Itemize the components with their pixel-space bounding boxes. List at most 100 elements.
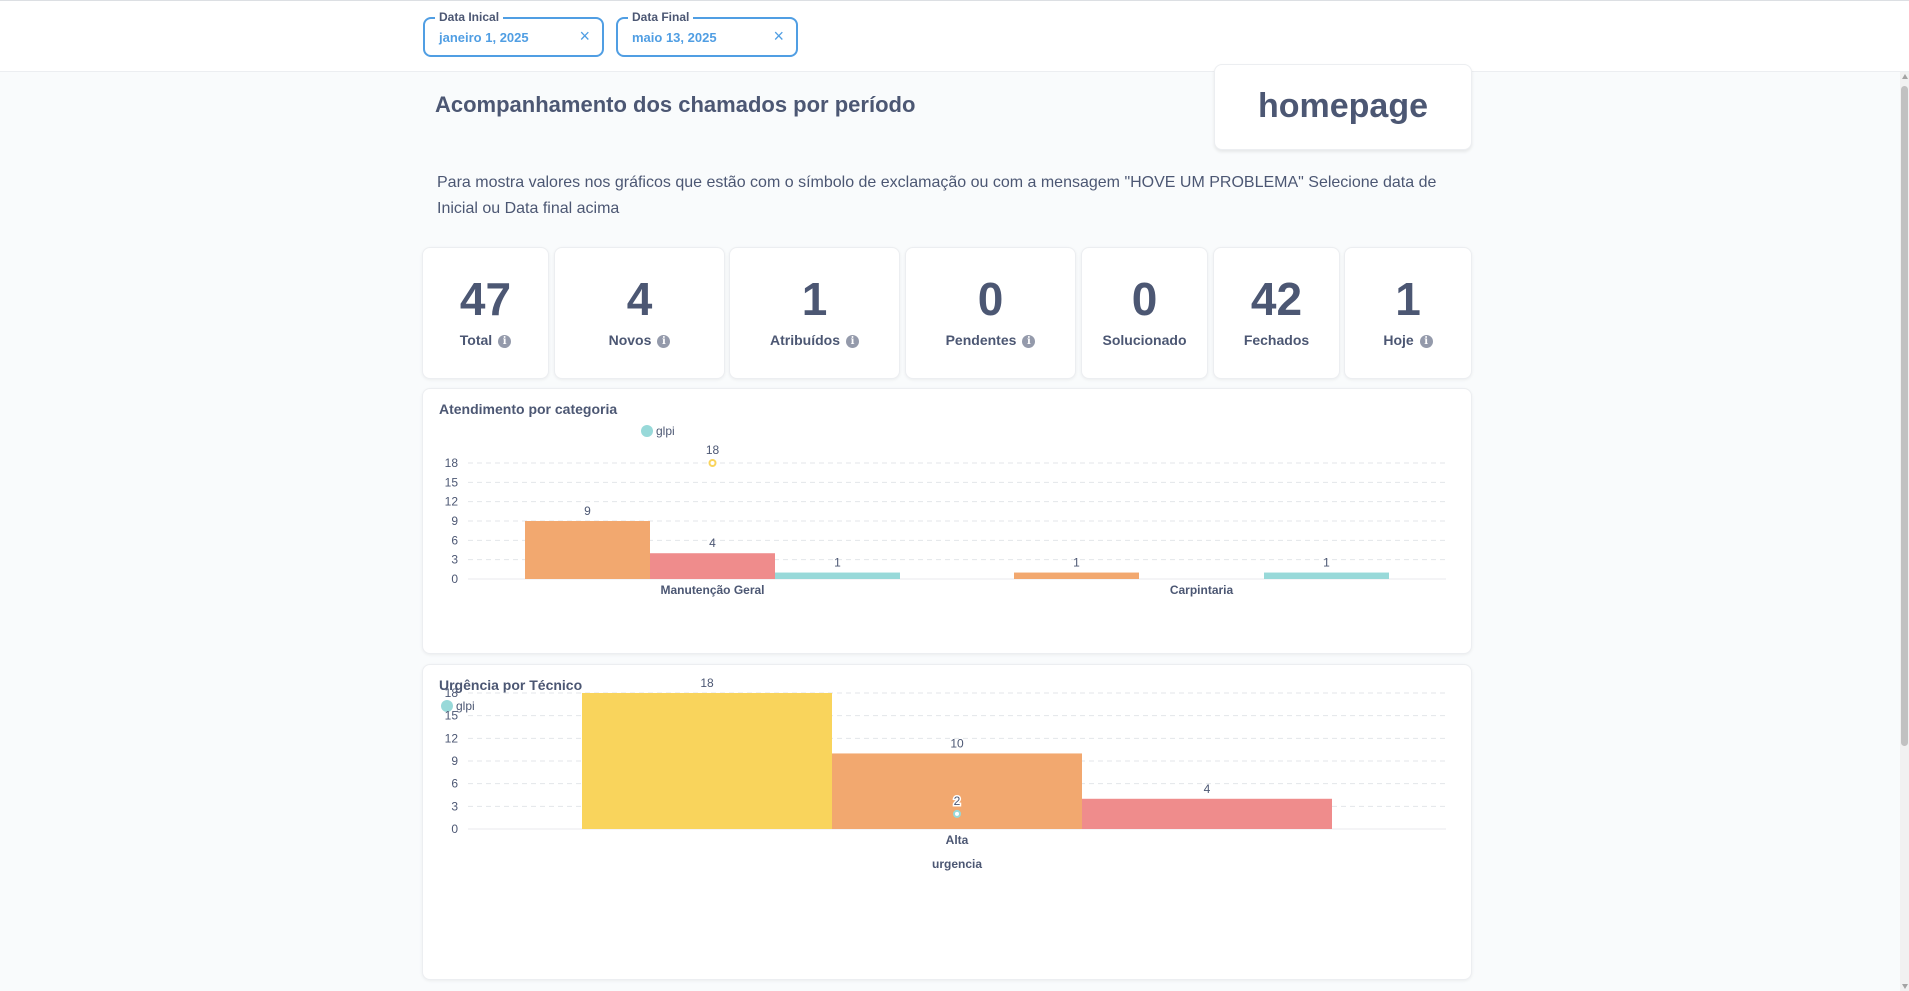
stat-label: Pendentes i [906, 332, 1075, 348]
x-tick-label: Manutenção Geral [660, 583, 764, 597]
end-date-value[interactable]: maio 13, 2025 [632, 30, 717, 45]
end-date-field[interactable]: Data Final maio 13, 2025 × [616, 10, 798, 57]
stat-label: Novos i [555, 332, 724, 348]
end-date-label: Data Final [628, 10, 694, 24]
bar [650, 553, 775, 579]
category-chart: 0 3 6 9 12 15 18 9 4 1 Manutenção Geral 18 1 1 Carpint… [445, 442, 1446, 597]
y-tick-label: 15 [445, 709, 459, 723]
stat-card-fechados: 42 Fechados [1213, 247, 1340, 379]
data-label: 10 [950, 736, 964, 750]
stat-value: 0 [977, 273, 1004, 325]
scrollbar[interactable] [1900, 72, 1909, 991]
legend-dot [641, 425, 653, 437]
stat-value: 42 [1250, 273, 1303, 325]
y-tick-label: 6 [451, 777, 458, 791]
y-tick-label: 12 [445, 731, 459, 745]
x-tick-label: Alta [946, 833, 969, 847]
y-tick-label: 0 [451, 572, 458, 586]
info-icon[interactable]: i [498, 334, 512, 348]
data-label: 18 [700, 676, 714, 690]
bar [582, 693, 832, 829]
homepage-label: homepage [1257, 87, 1429, 125]
urgency-chart-title: Urgência por Técnico [439, 677, 583, 693]
bar [1014, 572, 1139, 579]
stat-label: Total i [423, 332, 548, 348]
stat-label-text: Novos [608, 332, 652, 348]
stat-card-pendentes: 0 Pendentes i [905, 247, 1076, 379]
y-tick-label: 6 [451, 533, 458, 547]
category-chart-title: Atendimento por categoria [439, 401, 618, 417]
category-chart-card: Atendimento por categoria glpi 0 3 6 9 12 15 1… [422, 388, 1472, 654]
point-label: 2 [954, 794, 961, 808]
bar [1264, 572, 1389, 579]
data-label: 4 [1204, 782, 1211, 796]
dashboard-canvas: Acompanhamento dos chamados por período … [0, 64, 1900, 991]
stat-card-total: 47 Total i [422, 247, 549, 379]
stat-label: Atribuídos i [730, 332, 899, 348]
y-tick-label: 9 [451, 754, 458, 768]
start-date-label: Data Inical [435, 10, 504, 24]
point-marker [708, 459, 717, 467]
stat-label: Fechados [1214, 332, 1339, 348]
start-date-field[interactable]: Data Inical janeiro 1, 2025 × [423, 10, 604, 57]
legend-label: glpi [456, 699, 475, 713]
y-tick-label: 15 [445, 475, 459, 489]
stat-card-atribuídos: 1 Atribuídos i [729, 247, 900, 379]
info-icon[interactable]: i [846, 334, 859, 348]
point-label: 18 [706, 443, 720, 457]
filter-bar: Data Inical janeiro 1, 2025 × Data Final… [0, 0, 1909, 72]
stat-label-text: Solucionado [1102, 332, 1187, 348]
y-tick-label: 12 [445, 495, 459, 509]
y-tick-label: 18 [445, 456, 459, 470]
scroll-up-icon[interactable] [1902, 74, 1908, 79]
urgency-chart-card: Urgência por Técnico glpi 0 3 6 9 12 15 18 18 10… [422, 664, 1472, 980]
clear-start-date-icon[interactable]: × [579, 26, 590, 46]
clear-end-date-icon[interactable]: × [773, 26, 784, 46]
stat-value: 4 [626, 273, 653, 325]
y-tick-label: 0 [451, 822, 458, 836]
stat-label-text: Atribuídos [770, 332, 840, 348]
info-icon[interactable]: i [657, 334, 671, 348]
stat-card-novos: 4 Novos i [554, 247, 725, 379]
stat-label-text: Total [459, 332, 493, 348]
data-label: 1 [1323, 556, 1330, 570]
start-date-value[interactable]: janeiro 1, 2025 [439, 30, 529, 45]
y-tick-label: 9 [451, 514, 458, 528]
bar [775, 572, 900, 579]
y-tick-label: 3 [451, 799, 458, 813]
data-label: 1 [1073, 556, 1080, 570]
data-label: 9 [584, 504, 591, 518]
stat-label: Hoje i [1345, 332, 1471, 348]
y-tick-label: 18 [445, 686, 459, 700]
description-text: Para mostra valores nos gráficos que est… [437, 174, 1437, 217]
stat-label-text: Hoje [1383, 332, 1414, 348]
stat-value: 0 [1131, 273, 1158, 325]
page-title: Acompanhamento dos chamados por período [435, 92, 916, 117]
bar [525, 521, 650, 579]
urgency-chart-legend[interactable]: glpi [441, 699, 475, 713]
info-icon[interactable]: i [1419, 334, 1433, 348]
stat-card-hoje: 1 Hoje i [1344, 247, 1472, 379]
urgency-chart: 0 3 6 9 12 15 18 18 10 4 Alta 2 urgencia [445, 676, 1446, 871]
x-tick-label: Carpintaria [1170, 583, 1234, 597]
info-icon[interactable]: i [1022, 334, 1036, 348]
y-tick-label: 3 [451, 553, 458, 567]
homepage-card: homepage [1214, 64, 1472, 150]
legend-label: glpi [656, 424, 675, 438]
stat-label: Solucionado [1082, 332, 1207, 348]
stat-card-solucionado: 0 Solucionado [1081, 247, 1208, 379]
data-label: 4 [709, 536, 716, 550]
stat-value: 1 [801, 273, 828, 325]
bar [1082, 798, 1332, 829]
scroll-down-icon[interactable] [1902, 984, 1908, 989]
stat-label-text: Pendentes [945, 332, 1017, 348]
point-marker [953, 809, 961, 818]
x-axis-title: urgencia [932, 857, 982, 871]
legend-dot [441, 700, 453, 712]
stat-value: 1 [1395, 273, 1421, 325]
scrollbar-thumb[interactable] [1901, 86, 1908, 746]
stat-label-text: Fechados [1243, 332, 1310, 348]
category-chart-legend[interactable]: glpi [641, 424, 675, 438]
data-label: 1 [834, 556, 841, 570]
stat-value: 47 [459, 273, 512, 325]
